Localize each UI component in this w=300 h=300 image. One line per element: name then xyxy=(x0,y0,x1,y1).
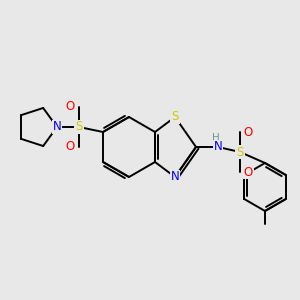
Text: N: N xyxy=(214,140,222,154)
Text: O: O xyxy=(65,100,75,113)
Text: O: O xyxy=(243,125,253,139)
Text: S: S xyxy=(75,121,83,134)
Text: O: O xyxy=(65,140,75,154)
Text: H: H xyxy=(212,133,220,143)
Text: N: N xyxy=(171,170,179,184)
Text: S: S xyxy=(171,110,179,124)
Text: O: O xyxy=(243,166,253,178)
Text: N: N xyxy=(52,121,62,134)
Text: S: S xyxy=(236,146,244,158)
